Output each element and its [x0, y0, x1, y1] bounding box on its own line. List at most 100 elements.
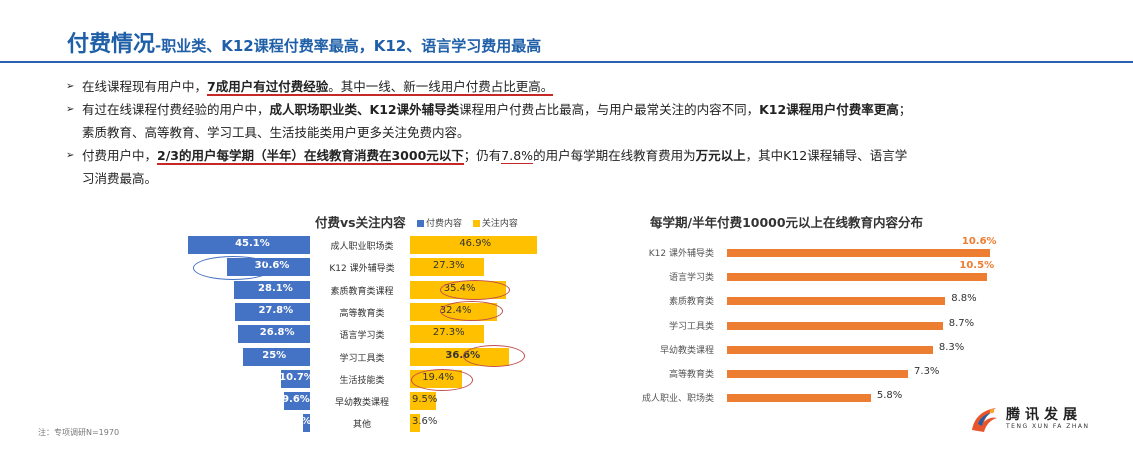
distribution-bar-label: 5.8%	[876, 390, 903, 402]
bullet-3: ➢ 付费用户中，2/3的用户每学期（半年）在线教育消费在3000元以下；仍有7.…	[66, 144, 1096, 190]
arrow-icon: ➢	[66, 150, 75, 161]
bullet-1-highlight: 7成用户有过付费经验	[207, 79, 329, 96]
left-chart-row: 9.6% 早幼教类课程 9.5%	[0, 392, 600, 411]
left-chart-row: 27.8% 高等教育类 32.4%	[0, 302, 600, 321]
bullet-2-text: 有过在线课程付费经验的用户中，	[82, 102, 270, 117]
follow-bar	[410, 236, 537, 254]
bullet-3-line2: 习消费最高。	[82, 171, 158, 186]
distribution-bar	[727, 394, 871, 403]
left-chart-legend: 付费内容 关注内容	[417, 216, 526, 229]
legend-item-follow: 关注内容	[472, 219, 518, 229]
bullet-3-percent: 7.8%	[501, 148, 534, 164]
category-label: 成人职业、职场类	[641, 394, 714, 405]
right-chart-row: 高等教育类 7.3%	[600, 366, 1000, 380]
category-label: 其他	[352, 420, 371, 431]
category-label: 生活技能类	[339, 375, 385, 386]
right-chart-row: K12 课外辅导类 10.6%	[600, 236, 1000, 259]
paid-bar-label: 25%	[262, 349, 287, 361]
paid-bar: 25%	[242, 347, 310, 366]
bullet-1-text: 在线课程现有用户中，	[82, 79, 208, 94]
follow-bar-label: 27.3%	[432, 260, 465, 272]
annotation-oval-quality	[440, 280, 510, 300]
paid-bar: %	[301, 414, 312, 433]
distribution-bar-label: 8.7%	[948, 317, 975, 329]
arrow-icon: ➢	[66, 104, 75, 115]
distribution-bar-label: 8.8%	[951, 293, 977, 305]
distribution-bar-label: 10.6%	[961, 236, 997, 247]
left-chart-row: 10.7% 生活技能类 19.4%	[0, 369, 600, 388]
distribution-bar-label: 8.3%	[938, 341, 965, 353]
bullet-3-text-mid2: 的用户每学期在线教育费用为	[533, 148, 696, 163]
title-divider	[0, 61, 1133, 63]
distribution-bar-label: 7.3%	[914, 366, 940, 377]
paid-bar: 26.8%	[237, 325, 310, 344]
right-chart-row: 素质教育类 8.8%	[600, 293, 1000, 308]
left-chart-title: 付费vs关注内容	[315, 215, 406, 230]
category-label: 语言学习类	[339, 331, 385, 342]
category-label: 早幼教类课程	[659, 345, 714, 356]
paid-bar-label: 45.1%	[235, 238, 270, 249]
category-label: 高等教育类	[668, 370, 714, 380]
paid-bar-label: 26.8%	[259, 327, 295, 339]
paid-bar-label: 28.1%	[258, 282, 293, 294]
distribution-bar	[727, 273, 988, 282]
follow-bar	[410, 414, 420, 433]
bullet-2-highlight-2: K12课程用户付费率更高	[759, 102, 899, 117]
paid-bar: 27.8%	[234, 302, 310, 321]
bullet-2-highlight: 成人职场职业类、K12课外辅导类	[269, 102, 460, 117]
distribution-bar	[727, 370, 909, 378]
right-chart-row: 语言学习类 10.5%	[600, 260, 1000, 284]
paid-bar-label: 10.7%	[279, 371, 314, 383]
right-chart-row: 成人职业、职场类 5.8%	[600, 390, 1000, 405]
paid-bar-label: 9.6%	[282, 394, 310, 406]
right-chart-row: 早幼教类课程 8.3%	[600, 341, 1000, 356]
annotation-oval-life	[411, 369, 473, 391]
title-sub: -职业类、K12课程付费率最高，K12、语言学习费用最高	[155, 37, 542, 55]
annotation-oval-higher	[440, 301, 503, 321]
follow-bar-label: 36.6%	[445, 349, 481, 361]
left-chart-row: 28.1% 素质教育类课程 35.4%	[0, 280, 600, 299]
phoenix-logo-icon	[972, 408, 997, 432]
distribution-bar	[727, 345, 933, 354]
bullet-3-highlight-2: 万元以上	[695, 148, 746, 163]
distribution-bar	[727, 297, 946, 306]
annotation-oval-k12	[193, 256, 273, 280]
category-label: 高等教育类	[339, 308, 385, 319]
category-label: 学习工具类	[668, 321, 714, 332]
follow-bar-label: 3.6%	[412, 416, 438, 428]
follow-bar	[410, 392, 436, 411]
annotation-oval-tools	[463, 345, 525, 367]
company-logo: 腾讯发展 TENG XUN FA ZHAN	[968, 404, 1088, 438]
paid-bar: 9.6%	[282, 392, 310, 411]
category-label: 素质教育类	[668, 297, 714, 308]
category-label: 成人职业职场类	[330, 242, 394, 252]
bullet-list: ➢ 在线课程现有用户中，7成用户有过付费经验。其中一线、新一线用户付费占比更高。…	[66, 75, 1096, 190]
paid-bar-label: %	[301, 416, 312, 428]
follow-bar-label: 27.3%	[432, 327, 465, 339]
bullet-2: ➢ 有过在线课程付费经验的用户中，成人职场职业类、K12课外辅导类课程用户付费占…	[66, 98, 1096, 144]
category-label: K12 课外辅导类	[329, 264, 395, 275]
left-chart-row: 30.6% K12 课外辅导类 27.3%	[0, 258, 600, 277]
title-main: 付费情况	[67, 32, 156, 57]
distribution-bar	[727, 249, 990, 257]
category-label: K12 课外辅导类	[648, 249, 714, 259]
follow-bar-label: 46.9%	[459, 238, 492, 249]
bullet-2-text-mid: 课程用户付费占比最高，与用户最常关注的内容不同，	[459, 102, 760, 117]
footnote: 注：专项调研N=1970	[38, 428, 120, 437]
paid-bar: 45.1%	[188, 236, 310, 254]
paid-bar-label: 27.8%	[258, 304, 294, 316]
bullet-1: ➢ 在线课程现有用户中，7成用户有过付费经验。其中一线、新一线用户付费占比更高。	[66, 75, 1096, 98]
follow-bar-label: 9.5%	[412, 394, 438, 406]
distribution-bar	[727, 321, 943, 330]
category-label: 语言学习类	[668, 273, 714, 284]
follow-bar	[410, 258, 484, 277]
left-chart-row: 45.1% 成人职业职场类 46.9%	[0, 236, 600, 254]
left-chart-row: % 其他 3.6%	[0, 414, 600, 433]
bullet-3-highlight: 2/3的用户每学期（半年）在线教育消费在3000元以下	[157, 148, 464, 165]
bullet-3-text-mid: ；仍有	[463, 148, 502, 163]
bullet-1-text-end: 。其中一线、新一线用户付费占比更高。	[328, 79, 554, 96]
logo-name: 腾讯发展	[1006, 407, 1082, 423]
page-title: 付费情况-职业类、K12课程付费率最高，K12、语言学习费用最高	[67, 26, 541, 58]
category-label: 素质教育类课程	[330, 286, 394, 297]
category-label: 学习工具类	[339, 353, 385, 364]
